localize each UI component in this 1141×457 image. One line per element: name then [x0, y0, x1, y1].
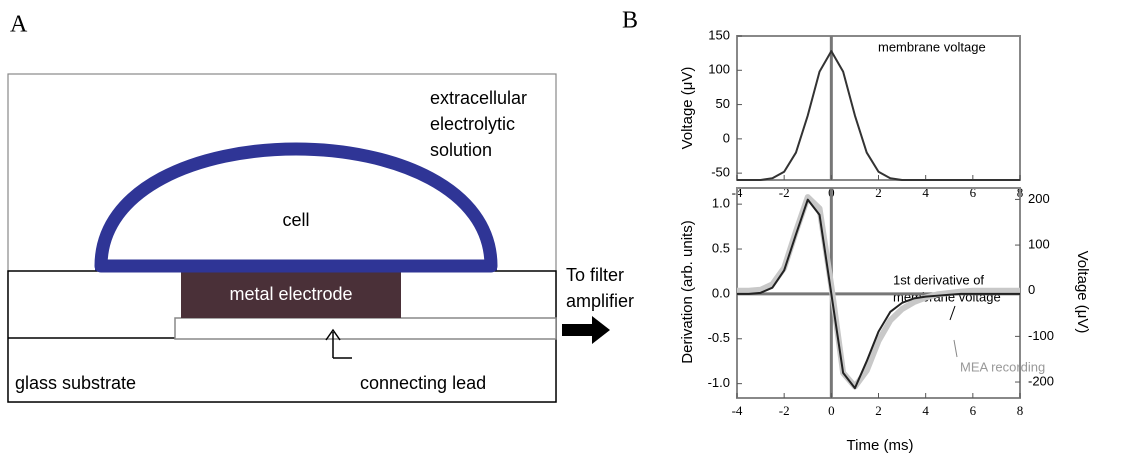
y2-tick-label: 200: [1028, 191, 1050, 206]
lead-rect: [174, 317, 557, 340]
solution-text: solution: [430, 140, 492, 160]
x-tick-label: 2: [875, 403, 882, 418]
x-tick-label: 4: [922, 185, 929, 200]
cell-shape: [94, 142, 498, 273]
y-tick-label: 150: [708, 27, 730, 42]
x-tick-label: 8: [1017, 403, 1024, 418]
y-tick-label: 1.0: [712, 196, 730, 211]
electrode-rect: [181, 271, 401, 318]
y-tick-label: -1.0: [708, 375, 730, 390]
x-tick-label: 6: [970, 403, 977, 418]
y2-tick-label: -100: [1028, 328, 1054, 343]
lead-text: connecting lead: [360, 373, 486, 393]
y-tick-label: 0.5: [712, 240, 730, 255]
y-tick-label: -50: [711, 165, 730, 180]
series-line: [737, 198, 1020, 390]
y-tick-label: 100: [708, 62, 730, 77]
lead-arrow: [325, 328, 352, 359]
y-tick-label: 0: [723, 130, 730, 145]
panel-label: B: [622, 8, 638, 34]
y2-tick-label: -200: [1028, 373, 1054, 388]
y-tick-label: 0.0: [712, 285, 730, 300]
electrode-text: metal electrode: [229, 284, 352, 304]
plot-frame: [736, 35, 1021, 181]
y-tick-label: -0.5: [708, 330, 730, 345]
panel-label: A: [10, 12, 28, 38]
annotation: MEA recording: [960, 359, 1045, 374]
annotation-pointer: [949, 305, 956, 321]
annotation: membrane voltage: [878, 39, 986, 54]
x-tick-label: 4: [922, 403, 929, 418]
annotation-pointer: [953, 339, 958, 358]
solution-text: electrolytic: [430, 114, 515, 134]
y2-tick-label: 100: [1028, 237, 1050, 252]
y2-tick-label: 0: [1028, 282, 1035, 297]
x-tick-label: 2: [875, 185, 882, 200]
cell-text: cell: [282, 210, 309, 230]
x-tick-label: 6: [970, 185, 977, 200]
solution-text: extracellular: [430, 88, 527, 108]
x-tick-label: 0: [828, 403, 835, 418]
y2-axis-label: Voltage (μV): [1074, 251, 1091, 334]
output-arrow: [562, 316, 610, 344]
output-text: To filter: [566, 265, 624, 285]
x-axis-label: Time (ms): [847, 437, 914, 454]
x-tick-label: -4: [732, 403, 743, 418]
annotation: 1st derivative of: [893, 272, 984, 287]
series-line: [737, 50, 1020, 181]
x-tick-label: -2: [779, 403, 790, 418]
substrate-text: glass substrate: [15, 373, 136, 393]
y-axis-label: Derivation (arb. units): [679, 220, 696, 363]
y-axis-label: Voltage (μV): [679, 67, 696, 150]
x-tick-label: -2: [779, 185, 790, 200]
output-text: amplifier: [566, 291, 634, 311]
series-line: [737, 194, 1020, 390]
y-tick-label: 50: [716, 96, 730, 111]
